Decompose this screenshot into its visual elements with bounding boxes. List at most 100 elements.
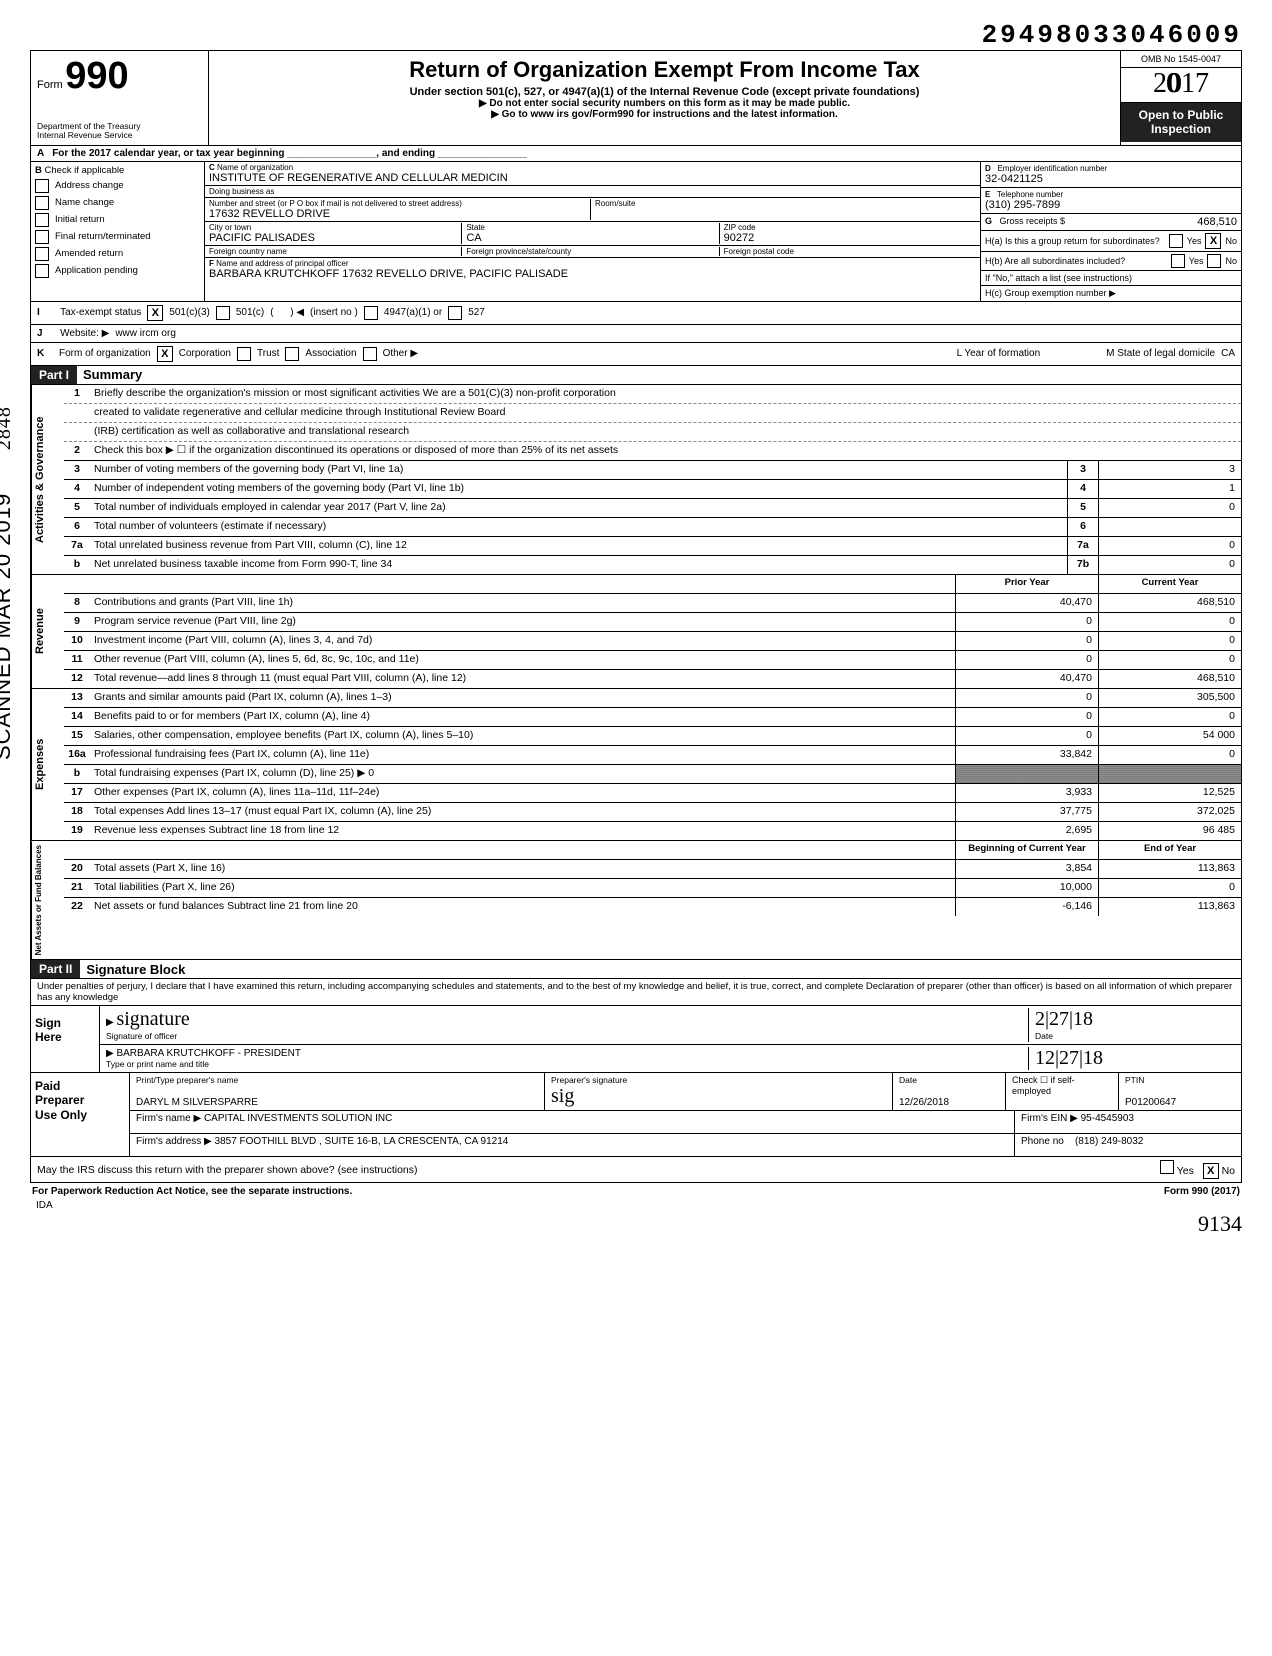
sign-date-2: 12|27|18 <box>1035 1047 1103 1069</box>
check-527[interactable] <box>448 306 462 320</box>
check-other[interactable] <box>363 347 377 361</box>
part2-header: Part II <box>31 960 80 978</box>
ha-no-box[interactable]: X <box>1205 233 1221 249</box>
website: www ircm org <box>115 328 176 339</box>
paperwork-notice: For Paperwork Reduction Act Notice, see … <box>32 1186 352 1197</box>
check-trust[interactable] <box>237 347 251 361</box>
scanned-stamp: SCANNED MAR 20 2019 2848 <box>0 406 16 760</box>
firm-name: CAPITAL INVESTMENTS SOLUTION INC <box>204 1113 392 1124</box>
section-activities: Activities & Governance 1Briefly describ… <box>30 385 1242 575</box>
summary-line: 3Number of voting members of the governi… <box>64 461 1241 480</box>
state: CA <box>466 232 718 244</box>
summary-line: 6Total number of volunteers (estimate if… <box>64 518 1241 537</box>
form-word: Form <box>37 79 63 91</box>
summary-line: 15Salaries, other compensation, employee… <box>64 727 1241 746</box>
officer-signature: signature <box>116 1008 189 1030</box>
street-address: 17632 REVELLO DRIVE <box>209 208 590 220</box>
col-c-org-info: C Name of organizationINSTITUTE OF REGEN… <box>205 162 981 301</box>
form-header: Form 990 Department of the Treasury Inte… <box>30 50 1242 146</box>
side-label-expenses: Expenses <box>31 689 64 840</box>
gross-receipts: 468,510 <box>1197 216 1237 228</box>
summary-line: 11Other revenue (Part VIII, column (A), … <box>64 651 1241 670</box>
check-application-pending[interactable]: Application pending <box>35 264 200 278</box>
sign-here-label: SignHere <box>31 1006 100 1072</box>
summary-line: created to validate regenerative and cel… <box>64 404 1241 423</box>
tax-year: 2017 <box>1121 68 1241 103</box>
preparer-signature: sig <box>551 1085 886 1108</box>
form-footer-id: Form 990 (2017) <box>1164 1186 1240 1197</box>
legal-domicile: CA <box>1221 348 1235 359</box>
firm-address: 3857 FOOTHILL BLVD , SUITE 16-B, LA CRES… <box>215 1136 509 1147</box>
summary-line: 4Number of independent voting members of… <box>64 480 1241 499</box>
side-label-net-assets: Net Assets or Fund Balances <box>31 841 64 959</box>
ssn-warning: Do not enter social security numbers on … <box>489 98 850 109</box>
summary-line: 20Total assets (Part X, line 16)3,854113… <box>64 860 1241 879</box>
summary-line: 17Other expenses (Part IX, column (A), l… <box>64 784 1241 803</box>
preparer-name: DARYL M SILVERSPARRE <box>136 1097 538 1108</box>
dept-irs: Internal Revenue Service <box>37 131 202 140</box>
omb-number: OMB No 1545-0047 <box>1121 51 1241 68</box>
ha-yes-box[interactable] <box>1169 234 1183 248</box>
principal-officer: BARBARA KRUTCHKOFF 17632 REVELLO DRIVE, … <box>209 268 976 280</box>
sign-date-1: 2|27|18 <box>1035 1008 1093 1030</box>
handwritten-right: 9134 <box>30 1211 1242 1237</box>
check-corporation[interactable]: X <box>157 346 173 362</box>
irs-discuss-row: May the IRS discuss this return with the… <box>30 1157 1242 1183</box>
paid-preparer-block: PaidPreparerUse Only Print/Type preparer… <box>30 1073 1242 1157</box>
summary-line: 22Net assets or fund balances Subtract l… <box>64 898 1241 916</box>
check-address-change[interactable]: Address change <box>35 179 200 193</box>
telephone: (310) 295-7899 <box>985 199 1237 211</box>
summary-line: 14Benefits paid to or for members (Part … <box>64 708 1241 727</box>
summary-line: 5Total number of individuals employed in… <box>64 499 1241 518</box>
check-final-return[interactable]: Final return/terminated <box>35 230 200 244</box>
side-label-activities: Activities & Governance <box>31 385 64 574</box>
open-public-badge: Open to PublicInspection <box>1121 103 1241 142</box>
summary-line: 19Revenue less expenses Subtract line 18… <box>64 822 1241 840</box>
summary-line: 16aProfessional fundraising fees (Part I… <box>64 746 1241 765</box>
summary-line: 8Contributions and grants (Part VIII, li… <box>64 594 1241 613</box>
summary-line: 7aTotal unrelated business revenue from … <box>64 537 1241 556</box>
hb-no-box[interactable] <box>1207 254 1221 268</box>
zip: 90272 <box>724 232 976 244</box>
check-501c3[interactable]: X <box>147 305 163 321</box>
summary-line: 13Grants and similar amounts paid (Part … <box>64 689 1241 708</box>
col-d-ein: D Employer identification number32-04211… <box>981 162 1241 301</box>
part1-title: Summary <box>77 367 142 382</box>
city: PACIFIC PALISADES <box>209 232 461 244</box>
perjury-statement: Under penalties of perjury, I declare th… <box>30 979 1242 1006</box>
check-association[interactable] <box>285 347 299 361</box>
ida-label: IDA <box>30 1200 1242 1211</box>
summary-line: 12Total revenue—add lines 8 through 11 (… <box>64 670 1241 688</box>
check-501c[interactable] <box>216 306 230 320</box>
check-initial-return[interactable]: Initial return <box>35 213 200 227</box>
discuss-yes-box[interactable] <box>1160 1160 1174 1174</box>
check-name-change[interactable]: Name change <box>35 196 200 210</box>
summary-line: bTotal fundraising expenses (Part IX, co… <box>64 765 1241 784</box>
section-revenue: Revenue Prior YearCurrent Year8Contribut… <box>30 575 1242 689</box>
sign-block: SignHere ▶ signatureSignature of officer… <box>30 1006 1242 1073</box>
return-title: Return of Organization Exempt From Incom… <box>213 57 1116 83</box>
summary-line: 10Investment income (Part VIII, column (… <box>64 632 1241 651</box>
section-net-assets: Net Assets or Fund Balances Beginning of… <box>30 841 1242 960</box>
return-subtitle: Under section 501(c), 527, or 4947(a)(1)… <box>213 86 1116 98</box>
ptin: P01200647 <box>1125 1097 1235 1108</box>
org-name: INSTITUTE OF REGENERATIVE AND CELLULAR M… <box>209 172 976 184</box>
row-a-year: A For the 2017 calendar year, or tax yea… <box>30 146 1242 162</box>
self-employed-check[interactable]: Check ☐ if self-employed <box>1006 1073 1119 1110</box>
paid-preparer-label: PaidPreparerUse Only <box>31 1073 130 1156</box>
hb-yes-box[interactable] <box>1171 254 1185 268</box>
line-k-form-org: K Form of organization XCorporation Trus… <box>30 343 1242 366</box>
part1-header: Part I <box>31 366 77 384</box>
section-expenses: Expenses 13Grants and similar amounts pa… <box>30 689 1242 841</box>
discuss-no-box[interactable]: X <box>1203 1163 1219 1179</box>
check-4947[interactable] <box>364 306 378 320</box>
preparer-date: 12/26/2018 <box>899 1097 999 1108</box>
identity-block: B Check if applicable Address change Nam… <box>30 162 1242 302</box>
check-amended-return[interactable]: Amended return <box>35 247 200 261</box>
summary-line: 9Program service revenue (Part VIII, lin… <box>64 613 1241 632</box>
summary-line: 2Check this box ▶ ☐ if the organization … <box>64 442 1241 461</box>
summary-line: bNet unrelated business taxable income f… <box>64 556 1241 574</box>
summary-line: (IRB) certification as well as collabora… <box>64 423 1241 442</box>
part2-title: Signature Block <box>80 962 185 977</box>
line-j-website: J Website: ▶ www ircm org <box>30 325 1242 343</box>
